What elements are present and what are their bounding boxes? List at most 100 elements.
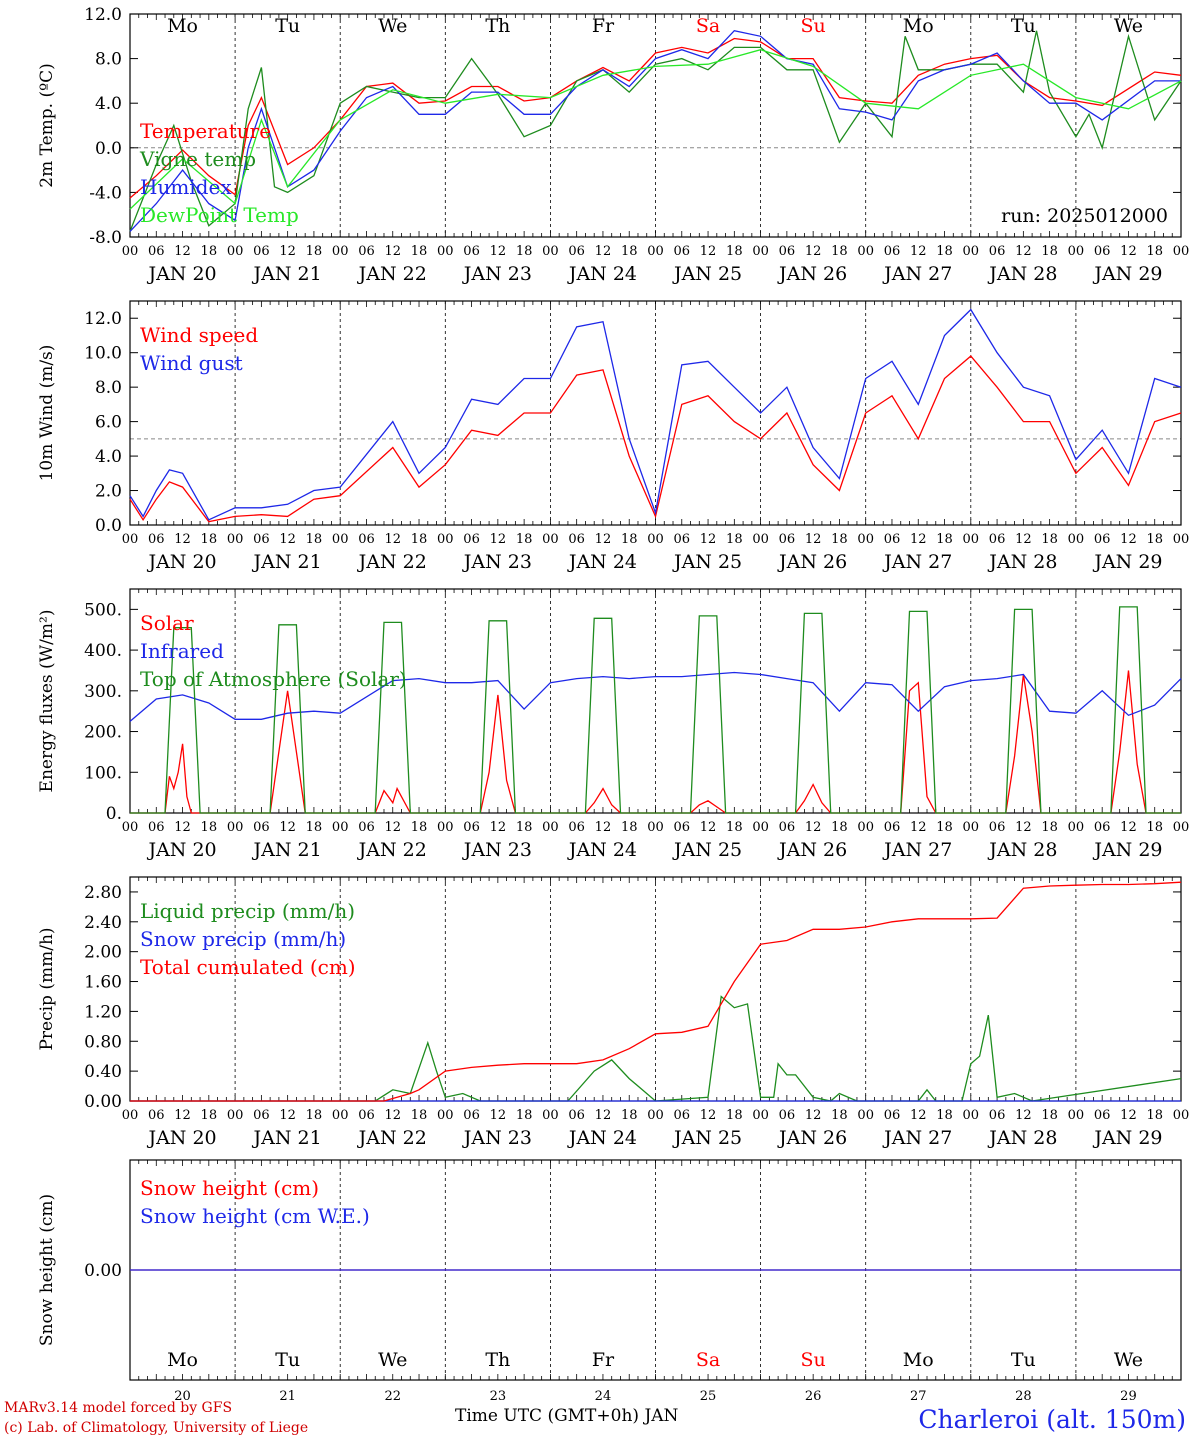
hour-label: 06 xyxy=(1094,532,1111,547)
station-name: Charleroi (alt. 150m) xyxy=(918,1405,1186,1434)
hour-label: 12 xyxy=(1120,820,1137,835)
hour-label: 18 xyxy=(306,244,323,259)
hour-label: 00 xyxy=(647,1108,664,1123)
hour-label: 00 xyxy=(122,532,139,547)
legend-entry: Snow precip (mm/h) xyxy=(140,927,346,951)
hour-label: 12 xyxy=(805,532,822,547)
hour-label: 12 xyxy=(595,532,612,547)
hour-label: 00 xyxy=(332,820,349,835)
weekday-label: Sa xyxy=(696,15,720,37)
date-label: JAN 23 xyxy=(462,263,532,285)
hour-label: 00 xyxy=(857,820,874,835)
hour-label: 18 xyxy=(1146,1108,1163,1123)
hour-label: 06 xyxy=(779,244,796,259)
y-tick-label: 12.0 xyxy=(84,309,122,329)
date-label: JAN 28 xyxy=(987,839,1057,861)
hour-label: 06 xyxy=(674,532,691,547)
hour-label: 06 xyxy=(1094,820,1111,835)
y-tick-label: 0.80 xyxy=(84,1032,122,1052)
time-axis-label: Time UTC (GMT+0h) JAN xyxy=(455,1406,679,1426)
weekday-label: Su xyxy=(801,1349,826,1371)
date-label: JAN 26 xyxy=(777,1127,847,1149)
hour-label: 12 xyxy=(384,532,401,547)
y-tick-label: -4.0 xyxy=(89,183,122,203)
y-tick-label: 4.0 xyxy=(95,447,122,467)
hour-label: 18 xyxy=(411,1108,428,1123)
weekday-label: Su xyxy=(801,15,826,37)
hour-label: 12 xyxy=(595,244,612,259)
hour-label: 18 xyxy=(516,532,533,547)
hour-label: 00 xyxy=(542,244,559,259)
hour-label: 18 xyxy=(201,244,218,259)
y-tick-label: 200. xyxy=(84,723,122,743)
date-label: JAN 24 xyxy=(567,263,637,285)
hour-label: 18 xyxy=(1146,244,1163,259)
y-tick-label: 0.0 xyxy=(95,516,122,536)
hour-label: 12 xyxy=(700,820,717,835)
hour-label: 06 xyxy=(568,820,585,835)
panel-frame xyxy=(129,588,1182,814)
hour-label: 00 xyxy=(1173,244,1190,259)
hour-label: 18 xyxy=(1146,820,1163,835)
y-tick-label: 2.80 xyxy=(84,883,122,903)
hour-label: 06 xyxy=(989,1108,1006,1123)
precip-panel: 0.00 0.40 0.80 1.20 1.60 2.00 2.40 2.80 Precip (… xyxy=(37,876,1190,1149)
hour-label: 18 xyxy=(936,244,953,259)
date-label: JAN 22 xyxy=(357,551,427,573)
legend-entry: Humidex xyxy=(140,175,232,199)
weekday-label: We xyxy=(378,15,407,37)
date-label: JAN 23 xyxy=(462,551,532,573)
weekday-label: Th xyxy=(485,15,510,37)
date-label: JAN 22 xyxy=(357,1127,427,1149)
series-line xyxy=(130,995,1182,1102)
hour-label: 12 xyxy=(910,532,927,547)
legend-entry: Wind gust xyxy=(140,351,243,375)
weekday-label: We xyxy=(1114,15,1143,37)
hour-label: 12 xyxy=(910,244,927,259)
hour-label: 18 xyxy=(1041,1108,1058,1123)
date-label: JAN 28 xyxy=(987,263,1057,285)
weekday-label: Sa xyxy=(696,1349,720,1371)
date-label: JAN 25 xyxy=(672,1127,742,1149)
hour-label: 06 xyxy=(884,1108,901,1123)
hour-label: 18 xyxy=(201,820,218,835)
hour-label: 12 xyxy=(595,1108,612,1123)
date-label: JAN 26 xyxy=(777,551,847,573)
hour-label: 18 xyxy=(621,244,638,259)
hour-label: 06 xyxy=(779,532,796,547)
hour-label: 00 xyxy=(1173,1108,1190,1123)
hour-label: 06 xyxy=(884,532,901,547)
hour-label: 00 xyxy=(227,1108,244,1123)
legend-entry: Solar xyxy=(140,611,194,635)
hour-label: 00 xyxy=(1173,532,1190,547)
weekday-label: Mo xyxy=(903,1349,934,1371)
hour-label: 12 xyxy=(805,244,822,259)
hour-label: 00 xyxy=(542,820,559,835)
hour-label: 12 xyxy=(700,532,717,547)
date-label: JAN 20 xyxy=(146,1127,216,1149)
y-tick-label: 400. xyxy=(84,641,122,661)
hour-label: 00 xyxy=(122,1108,139,1123)
hour-label: 06 xyxy=(989,244,1006,259)
hour-label: 18 xyxy=(411,820,428,835)
y-tick-label: 2.40 xyxy=(84,913,122,933)
legend-entry: Total cumulated (cm) xyxy=(140,955,356,979)
hour-label: 06 xyxy=(463,820,480,835)
day-number-label: 29 xyxy=(1120,1389,1137,1404)
hour-label: 00 xyxy=(332,532,349,547)
hour-label: 06 xyxy=(674,1108,691,1123)
hour-label: 12 xyxy=(700,244,717,259)
day-number-label: 26 xyxy=(805,1389,822,1404)
hour-label: 00 xyxy=(1068,820,1085,835)
hour-label: 06 xyxy=(674,820,691,835)
date-label: JAN 24 xyxy=(567,839,637,861)
legend-entry: Wind speed xyxy=(140,323,258,347)
hour-label: 12 xyxy=(1015,820,1032,835)
hour-label: 00 xyxy=(647,820,664,835)
series-line xyxy=(130,606,1181,814)
hour-label: 00 xyxy=(437,244,454,259)
y-tick-label: 1.60 xyxy=(84,973,122,993)
date-label: JAN 28 xyxy=(987,1127,1057,1149)
date-label: JAN 27 xyxy=(882,1127,952,1149)
